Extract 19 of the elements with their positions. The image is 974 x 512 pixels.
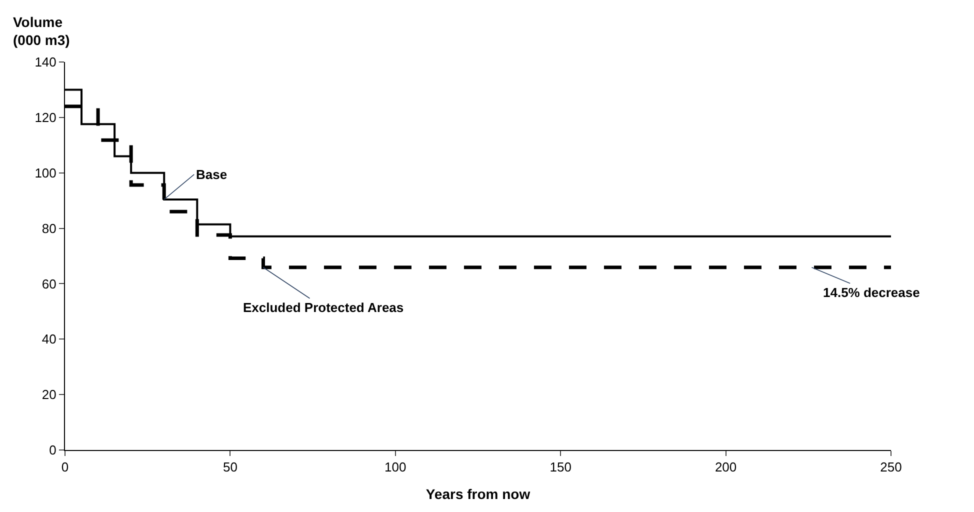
series-label: Base bbox=[196, 167, 228, 182]
x-tick-label: 50 bbox=[222, 460, 238, 475]
x-tick-label: 0 bbox=[61, 460, 69, 475]
y-tick-label: 120 bbox=[34, 110, 56, 125]
annotation: 14.5% decrease bbox=[823, 285, 920, 300]
y-tick-label: 80 bbox=[42, 220, 56, 236]
y-tick-label: 0 bbox=[49, 442, 56, 458]
y-tick-label: 20 bbox=[42, 387, 56, 402]
y-axis-title: Volume (000 m3) bbox=[13, 14, 70, 48]
y-tick-label: 40 bbox=[42, 332, 56, 347]
x-tick-label: 150 bbox=[550, 460, 572, 475]
y-tick-label: 60 bbox=[42, 276, 56, 292]
x-tick-label: 100 bbox=[384, 460, 406, 475]
text: Excluded Protected Areas bbox=[243, 300, 404, 315]
x-tick-label: 250 bbox=[880, 460, 902, 475]
x-axis-title: Years from now bbox=[426, 486, 530, 502]
x-tick-label: 200 bbox=[714, 460, 737, 475]
y-tick-label: 100 bbox=[34, 165, 56, 180]
y-tick-label: 140 bbox=[34, 54, 56, 70]
